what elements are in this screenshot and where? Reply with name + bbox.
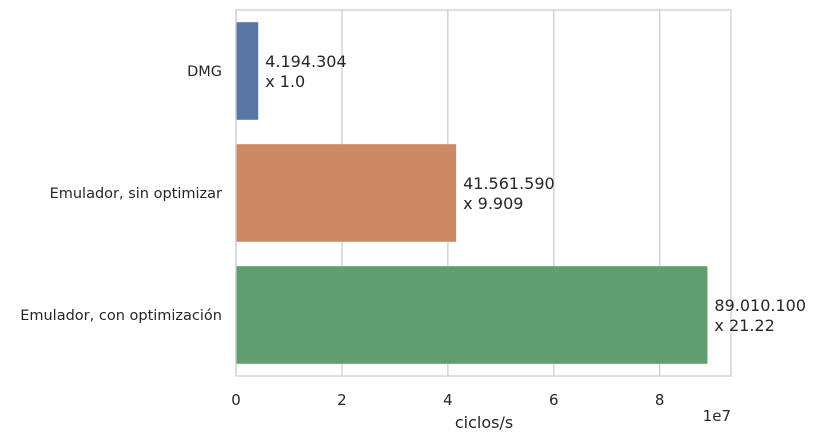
plot-frame xyxy=(235,9,732,377)
x-tick-label: 6 xyxy=(549,391,559,409)
bar xyxy=(236,144,457,242)
data-label: x 9.909 xyxy=(463,194,523,213)
x-tick-label: 0 xyxy=(231,391,241,409)
bar xyxy=(236,22,259,120)
data-label: x 21.22 xyxy=(714,316,774,335)
data-label: 41.561.590 xyxy=(463,174,555,193)
data-label: x 1.0 xyxy=(265,72,305,91)
data-label: 4.194.304 xyxy=(265,52,346,71)
x-axis-offset-label: 1e7 xyxy=(703,407,731,425)
x-tick-labels: 0 2 4 6 8 xyxy=(231,391,664,409)
x-axis-label: ciclos/s xyxy=(455,413,513,432)
y-category-label: DMG xyxy=(187,64,222,80)
data-label: 89.010.100 xyxy=(714,296,806,315)
x-tick-label: 8 xyxy=(655,391,665,409)
y-category-labels: DMG Emulador, sin optimizar Emulador, con … xyxy=(20,64,222,324)
bars xyxy=(236,22,708,364)
y-category-label: Emulador, sin optimizar xyxy=(50,186,222,202)
x-tick-label: 4 xyxy=(443,391,453,409)
bar xyxy=(236,266,708,364)
x-tick-label: 2 xyxy=(337,391,347,409)
y-category-label: Emulador, con optimización xyxy=(20,308,222,324)
